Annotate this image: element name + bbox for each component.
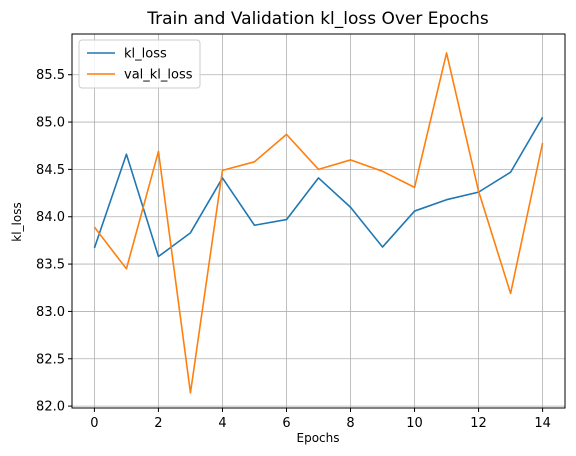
y-tick-label: 85.5 [36, 68, 65, 83]
x-tick-label: 4 [218, 416, 226, 431]
x-tick-label: 14 [534, 416, 551, 431]
y-axis-title: kl_loss [10, 202, 24, 241]
x-tick-label: 10 [406, 416, 423, 431]
x-tick-label: 12 [470, 416, 487, 431]
y-tick-label: 85.0 [36, 116, 65, 131]
x-tick-label: 8 [346, 416, 354, 431]
y-tick-label: 84.0 [36, 210, 65, 225]
series-layer [93, 52, 544, 394]
y-tick-label: 82.5 [36, 352, 65, 367]
y-tick-label: 83.5 [36, 258, 65, 273]
y-tick-label: 84.5 [36, 163, 65, 178]
y-tick-label: 82.0 [36, 400, 65, 415]
legend: kl_loss val_kl_loss [78, 39, 201, 89]
x-axis: 0 2 4 6 8 10 12 14 [90, 408, 551, 431]
series-line-kl-loss [93, 116, 544, 258]
legend-label: val_kl_loss [124, 68, 193, 83]
x-tick-label: 6 [282, 416, 290, 431]
y-tick-label: 83.0 [36, 305, 65, 320]
chart-title: Train and Validation kl_loss Over Epochs [146, 9, 489, 29]
legend-box [78, 39, 201, 89]
x-tick-label: 0 [90, 416, 98, 431]
legend-label: kl_loss [124, 47, 167, 62]
series-line-val-kl-loss [93, 52, 544, 394]
x-tick-label: 2 [154, 416, 162, 431]
plot-frame [71, 33, 566, 409]
x-axis-title: Epochs [297, 431, 340, 445]
y-axis: 82.0 82.5 83.0 83.5 84.0 84.5 85.0 85.5 [36, 68, 72, 415]
